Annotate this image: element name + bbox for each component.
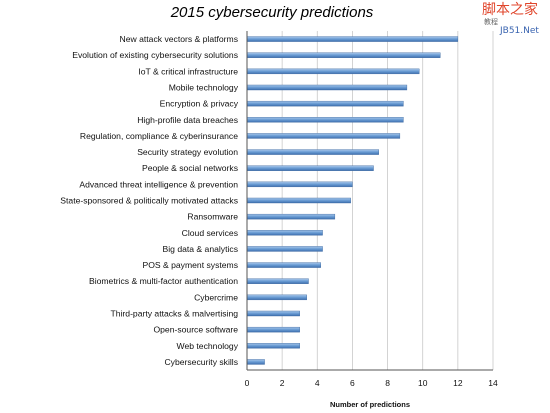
- bar: [246, 213, 336, 220]
- category-label: POS & payment systems: [142, 260, 238, 270]
- x-tick-labels: 0 2 4 6 8 10 12 14: [245, 378, 498, 388]
- bar: [246, 262, 322, 268]
- bar: [246, 246, 323, 252]
- category-label: Cybersecurity skills: [164, 357, 238, 367]
- category-label: Cloud services: [182, 228, 238, 238]
- bar: [246, 100, 404, 107]
- category-labels: New attack vectors & platforms Evolution …: [60, 34, 238, 367]
- bar: [246, 326, 300, 333]
- x-axis-label: Number of predictions: [330, 400, 410, 409]
- bar: [246, 278, 309, 284]
- x-tick-label: 14: [488, 378, 498, 388]
- bar: [246, 133, 401, 139]
- category-label: Mobile technology: [169, 83, 239, 93]
- category-label: Cybercrime: [194, 292, 238, 302]
- category-label: Web technology: [177, 341, 239, 351]
- category-label: People & social networks: [142, 163, 238, 173]
- chart-title: 2015 cybersecurity predictions: [170, 4, 374, 21]
- category-label: Security strategy evolution: [137, 147, 238, 157]
- x-tick-label: 10: [418, 378, 428, 388]
- x-tick-label: 6: [350, 378, 355, 388]
- category-label: Third-party attacks & malvertising: [110, 309, 238, 319]
- bar: [246, 52, 441, 58]
- watermark: 脚本之家 教程 JB51.Net: [482, 1, 539, 36]
- bar: [246, 181, 353, 188]
- category-label: Evolution of existing cybersecurity solu…: [72, 50, 238, 60]
- x-tick-label: 2: [280, 378, 285, 388]
- watermark-small: 教程: [484, 17, 498, 26]
- bar: [246, 230, 323, 236]
- bar: [246, 149, 379, 155]
- bar: [246, 294, 307, 301]
- category-label: Ransomware: [187, 212, 238, 222]
- category-label: Advanced threat intelligence & preventio…: [79, 179, 238, 189]
- bar: [246, 343, 300, 349]
- bar: [246, 310, 300, 317]
- x-tick-label: 4: [315, 378, 320, 388]
- x-tick-label: 12: [453, 378, 463, 388]
- category-label: Big data & analytics: [163, 244, 238, 254]
- category-label: Encryption & privacy: [160, 99, 239, 109]
- category-label: Open-source software: [153, 325, 238, 335]
- bar: [246, 117, 404, 123]
- category-label: High-profile data breaches: [137, 115, 238, 125]
- bar: [246, 36, 459, 42]
- bar: [246, 68, 420, 75]
- category-label: Regulation, compliance & cyberinsurance: [80, 131, 238, 141]
- category-label: Biometrics & multi-factor authentication: [89, 276, 238, 286]
- x-tick-label: 8: [385, 378, 390, 388]
- category-label: IoT & critical infrastructure: [138, 66, 238, 76]
- x-tick-label: 0: [245, 378, 250, 388]
- bar: [246, 165, 374, 171]
- category-label: State-sponsored & politically motivated …: [60, 196, 238, 206]
- category-label: New attack vectors & platforms: [120, 34, 238, 44]
- bar: [246, 359, 265, 365]
- bar: [246, 197, 351, 204]
- bar: [246, 84, 408, 91]
- watermark-line1: 脚本之家: [482, 1, 538, 18]
- watermark-line2: JB51.Net: [499, 26, 539, 36]
